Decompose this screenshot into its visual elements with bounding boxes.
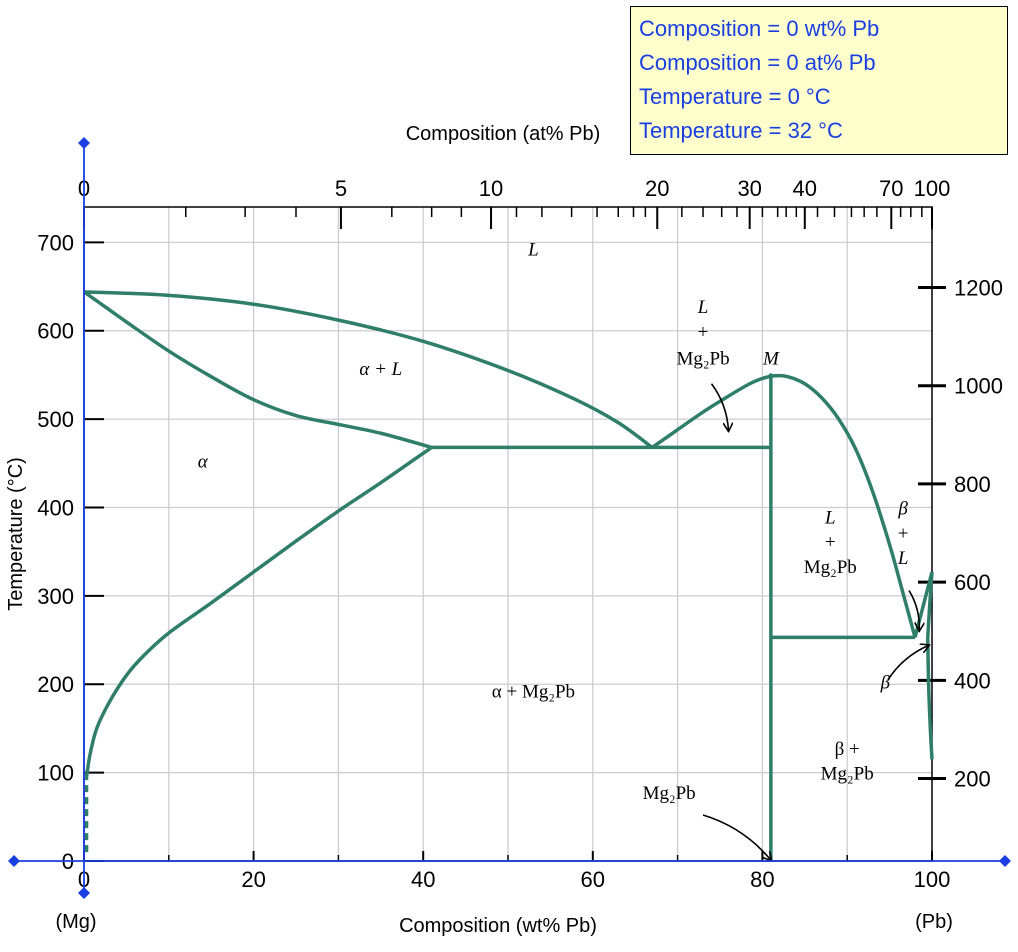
bottom-axis-tick-label: 40 [411, 867, 435, 892]
phase-region-label: M [762, 348, 780, 369]
top-axis-tick-label: 10 [479, 176, 503, 201]
phase-region-label: + [825, 532, 836, 553]
label-layer: Lα + L α L + Mg₂Pb M L + Mg₂Pb β + Lβ α + Mg₂Pb β + Mg… [198, 240, 929, 861]
left-end-label: (Mg) [55, 911, 96, 933]
phase-boundary-line [83, 290, 654, 449]
grid-layer [84, 207, 932, 861]
phase-region-label: + [698, 322, 709, 343]
top-axis-tick-label: 70 [879, 176, 903, 201]
curve-layer [82, 290, 934, 861]
phase-region-label: Mg₂Pb [821, 764, 874, 785]
phase-boundary-line [84, 445, 433, 778]
phase-region-label: β + [835, 739, 860, 760]
phase-region-label: α [198, 452, 209, 473]
annotation-arrow [710, 383, 729, 431]
bottom-axis-title: Composition (wt% Pb) [399, 915, 597, 937]
top-axis-tick-label: 5 [335, 176, 347, 201]
phase-region-label: β [880, 673, 891, 694]
cursor-top-handle[interactable] [78, 137, 90, 149]
annotation-arrow [887, 645, 929, 681]
phase-region-label: β [897, 499, 908, 520]
phase-region-label: + [898, 523, 909, 544]
right-axis-tick-label: 1000 [954, 374, 1003, 399]
readout-temperature-c: Temperature = 0 °C [639, 84, 831, 109]
left-axis-tick-label: 400 [37, 495, 74, 520]
cursor-layer[interactable] [8, 137, 1011, 899]
congruent-point-m [768, 373, 774, 379]
left-axis-tick-label: 100 [37, 761, 74, 786]
cursor-right-handle[interactable] [999, 855, 1011, 867]
right-axis-tick-label: 400 [954, 668, 991, 693]
phase-region-label: Mg₂Pb [804, 557, 857, 578]
readout-temperature-f: Temperature = 32 °C [639, 118, 843, 143]
right-axis-tick-label: 1200 [954, 276, 1003, 301]
phase-boundary-line [651, 373, 917, 638]
left-axis-title: Temperature (°C) [5, 457, 27, 611]
bottom-axis-tick-label: 20 [241, 867, 265, 892]
top-axis-tick-label: 30 [737, 176, 761, 201]
bottom-axis-tick-label: 100 [914, 867, 951, 892]
cursor-left-handle[interactable] [8, 855, 20, 867]
readout-wt-composition: Composition = 0 wt% Pb [639, 16, 880, 41]
readout-box: Composition = 0 wt% Pb Composition = 0 a… [630, 6, 1008, 155]
annotation-arrow [702, 814, 771, 860]
cursor-bottom-handle[interactable] [78, 887, 90, 899]
left-axis-tick-label: 700 [37, 230, 74, 255]
left-axis-tick-label: 500 [37, 407, 74, 432]
phase-region-label: L [527, 240, 539, 261]
left-axis-tick-label: 300 [37, 584, 74, 609]
readout-at-composition: Composition = 0 at% Pb [639, 50, 876, 75]
top-axis-title: Composition (at% Pb) [406, 123, 601, 145]
left-axis-tick-label: 200 [37, 672, 74, 697]
phase-region-label: Mg₂Pb [643, 783, 696, 804]
axes-layer: 020406080100Composition (wt% Pb)(Mg)(Pb)… [5, 123, 1003, 937]
top-axis-tick-label: 100 [914, 176, 951, 201]
phase-region-label: Mg₂Pb [676, 348, 729, 369]
phase-region-label: α + Mg₂Pb [492, 682, 575, 703]
left-axis-tick-label: 600 [37, 319, 74, 344]
right-axis-tick-label: 600 [954, 570, 991, 595]
phase-region-label: L [897, 548, 909, 569]
phase-region-label: α + L [359, 359, 402, 380]
phase-boundary-line [82, 290, 433, 450]
right-axis-tick-label: 200 [954, 767, 991, 792]
phase-region-label: L [824, 507, 836, 528]
top-axis-tick-label: 20 [645, 176, 669, 201]
right-end-label: (Pb) [915, 911, 953, 933]
right-axis-tick-label: 800 [954, 472, 991, 497]
bottom-axis-tick-label: 80 [750, 867, 774, 892]
phase-region-label: L [697, 297, 709, 318]
annotation-arrow [908, 590, 919, 631]
phase-boundary-line [926, 571, 934, 638]
top-axis-tick-label: 40 [793, 176, 817, 201]
bottom-axis-tick-label: 60 [581, 867, 605, 892]
phase-boundary-line [926, 637, 934, 760]
